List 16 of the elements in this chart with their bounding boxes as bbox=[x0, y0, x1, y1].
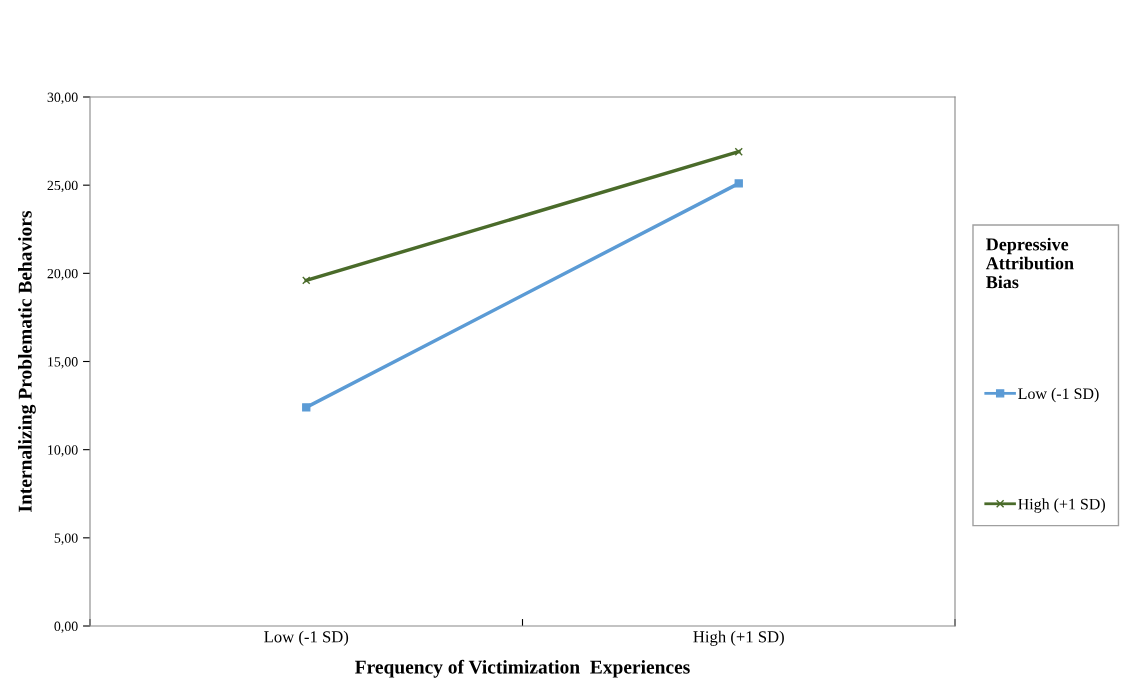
legend-title: Depressive Attribution Bias bbox=[985, 237, 1074, 289]
y-tick-label: 25,00 bbox=[47, 180, 78, 193]
point bbox=[734, 147, 743, 156]
y-tick-label: 5,00 bbox=[54, 533, 78, 545]
y-tick-label: 10,00 bbox=[48, 445, 78, 457]
y-tick-label: 0,00 bbox=[54, 621, 78, 633]
y-tick-label: 30,00 bbox=[47, 92, 78, 104]
x-axis-title: Frequency of Victimization Experiences bbox=[355, 659, 690, 678]
legend-label: High (+1 SD) bbox=[1018, 498, 1105, 513]
point bbox=[302, 276, 311, 285]
y-tick-label: 20,00 bbox=[47, 268, 78, 281]
y-axis-title: Internalizing Problematic Behaviors bbox=[18, 210, 36, 512]
legend-label: Low (-1 SD) bbox=[1018, 387, 1099, 403]
y-tick-label: 15,00 bbox=[48, 357, 78, 369]
point bbox=[302, 403, 311, 412]
point bbox=[734, 179, 743, 188]
